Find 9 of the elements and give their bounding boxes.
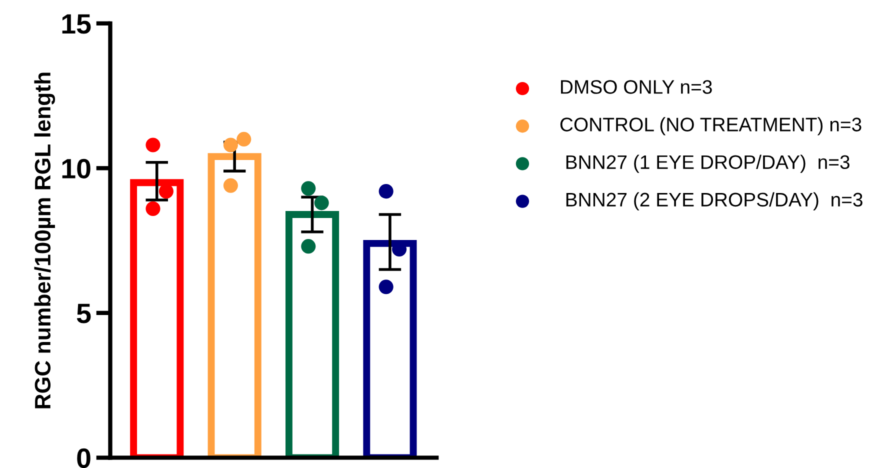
- legend-label: DMSO ONLY n=3: [561, 80, 712, 94]
- legend-label: BNN27 (1 EYE DROP/DAY) n=3: [566, 154, 850, 173]
- y-axis-title: RGC number/100µm RGL length: [34, 72, 56, 408]
- y-tick-label: 10: [62, 158, 90, 179]
- y-tick-label: 0: [77, 448, 90, 468]
- y-tick-label: 5: [76, 304, 91, 324]
- y-tick-label: 15: [62, 14, 91, 34]
- legend-label: BNN27 (2 EYE DROPS/DAY) n=3: [566, 192, 862, 210]
- legend-label: CONTROL (NO TREATMENT) n=3: [560, 117, 862, 136]
